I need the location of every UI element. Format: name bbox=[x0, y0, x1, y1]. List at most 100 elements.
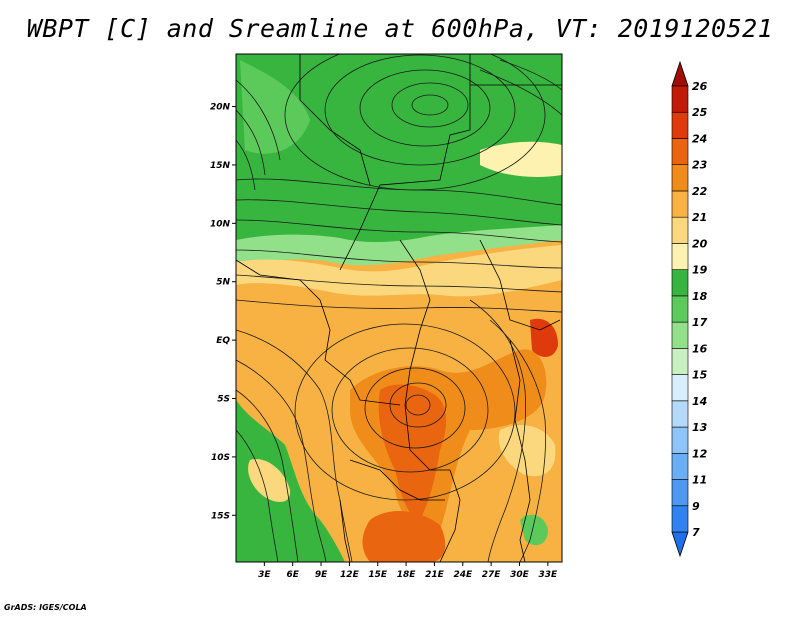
colorbar-arrow-high bbox=[671, 60, 689, 87]
colorbar-swatch bbox=[671, 190, 689, 218]
colorbar-label: 20 bbox=[692, 237, 708, 250]
lat-tick-label: 5N bbox=[216, 278, 230, 288]
colorbar-label: 19 bbox=[692, 264, 708, 277]
lon-tick-label: 9E bbox=[315, 570, 328, 580]
colorbar-swatch bbox=[671, 479, 689, 507]
colorbar-swatch bbox=[671, 269, 689, 297]
colorbar-label: 22 bbox=[692, 185, 708, 198]
colorbar: 7 9 11 12 13 14 15 16 17 18 19 20 21 22 23 24 25 26 bbox=[671, 60, 708, 558]
colorbar-label: 17 bbox=[692, 316, 708, 329]
border-line bbox=[349, 459, 445, 501]
lon-tick-label: 3E bbox=[258, 570, 271, 580]
lat-tick-label: 20N bbox=[210, 103, 231, 113]
colorbar-label: 9 bbox=[692, 500, 700, 513]
border-line bbox=[339, 54, 471, 271]
yellow-patch-southwest bbox=[248, 459, 291, 502]
red-patch-east bbox=[530, 318, 558, 357]
streamline bbox=[236, 199, 562, 226]
colorbar-label: 26 bbox=[692, 80, 708, 93]
lon-tick-label: 21E bbox=[425, 570, 445, 580]
colorbar-label: 11 bbox=[692, 474, 707, 487]
lon-tick-label: 12E bbox=[340, 570, 360, 580]
border-line bbox=[339, 499, 351, 562]
yellow-band bbox=[236, 245, 562, 297]
colorbar-label: 16 bbox=[692, 342, 708, 355]
border-line bbox=[439, 469, 461, 562]
colorbar-swatch bbox=[671, 348, 689, 375]
streamline-vortex-south bbox=[331, 347, 489, 473]
colorbar-swatch bbox=[671, 321, 689, 349]
colorbar-label: 14 bbox=[692, 395, 707, 408]
green-patch-southeast bbox=[520, 514, 548, 546]
colorbar-swatch bbox=[671, 164, 689, 192]
streamline bbox=[236, 109, 266, 176]
colorbar-label: 15 bbox=[692, 369, 708, 382]
lon-tick-label: 24E bbox=[453, 570, 473, 580]
lat-tick-label: 15N bbox=[210, 161, 231, 171]
chart-title: WBPT [C] and Sreamline at 600hPa, VT: 20… bbox=[26, 14, 774, 43]
border-line bbox=[236, 259, 401, 406]
lon-tick-label: 27E bbox=[482, 570, 502, 580]
colorbar-arrow-low bbox=[671, 531, 689, 558]
border-line bbox=[509, 339, 531, 562]
colorbar-label: 21 bbox=[692, 211, 707, 224]
streamline bbox=[236, 329, 353, 562]
green-patch-northwest bbox=[240, 60, 310, 154]
footer-credit: GrADS: IGES/COLA bbox=[4, 603, 87, 612]
colorbar-label: 25 bbox=[692, 106, 708, 119]
latitude-axis: 20N 15N 10N 5N EQ 5S 10S 15S bbox=[210, 103, 236, 521]
colorbar-swatch bbox=[671, 505, 689, 533]
colorbar-swatch bbox=[671, 243, 689, 270]
streamline bbox=[236, 79, 281, 161]
lon-tick-label: 15E bbox=[368, 570, 388, 580]
colorbar-swatch bbox=[671, 111, 689, 139]
colorbar-label: 13 bbox=[692, 421, 708, 434]
streamline bbox=[236, 219, 562, 243]
yellow-patch-northeast bbox=[480, 141, 562, 177]
colorbar-swatch bbox=[671, 452, 689, 480]
colorbar-swatch bbox=[671, 374, 689, 402]
colorbar-label: 7 bbox=[692, 526, 700, 539]
colorbar-swatch bbox=[671, 295, 689, 323]
green-region-southwest bbox=[236, 400, 345, 562]
country-borders bbox=[236, 54, 562, 562]
streamline bbox=[236, 359, 327, 562]
yellow-patch-southeast bbox=[498, 425, 556, 477]
streamline bbox=[236, 178, 562, 206]
streamline bbox=[236, 249, 562, 269]
lon-tick-label: 6E bbox=[286, 570, 299, 580]
colorbar-swatch bbox=[671, 216, 689, 244]
green-region-north bbox=[236, 54, 562, 261]
streamline-vortex-south bbox=[389, 382, 447, 428]
streamline bbox=[236, 139, 256, 191]
streamline-vortex-south bbox=[294, 323, 516, 501]
streamline-vortex-north bbox=[411, 94, 449, 116]
colorbar-label: 23 bbox=[692, 159, 708, 172]
border-line bbox=[479, 239, 561, 331]
colorbar-swatch bbox=[671, 85, 689, 113]
streamline bbox=[236, 299, 562, 313]
lat-tick-label: 10S bbox=[211, 453, 230, 463]
streamline bbox=[236, 429, 279, 562]
lon-tick-label: 18E bbox=[397, 570, 417, 580]
lat-tick-label: 10N bbox=[210, 219, 231, 229]
colorbar-label: 18 bbox=[692, 290, 708, 303]
colorbar-swatch bbox=[671, 426, 689, 454]
lon-tick-label: 30E bbox=[510, 570, 530, 580]
orange-core-south bbox=[362, 510, 446, 562]
streamline bbox=[236, 389, 299, 562]
border-line bbox=[399, 239, 450, 471]
lat-tick-label: 15S bbox=[211, 511, 230, 521]
lat-tick-label: EQ bbox=[216, 336, 230, 346]
colorbar-label: 12 bbox=[692, 447, 708, 460]
streamline-vortex-south bbox=[405, 394, 431, 416]
colorbar-swatch bbox=[671, 400, 689, 428]
streamline bbox=[479, 69, 562, 116]
streamline-vortex-south bbox=[364, 367, 466, 449]
streamline-vortex-north bbox=[324, 54, 516, 166]
colorbar-label: 24 bbox=[692, 132, 707, 145]
streamline bbox=[236, 274, 562, 293]
streamline-vortex-north bbox=[391, 82, 469, 128]
streamline bbox=[489, 319, 547, 562]
